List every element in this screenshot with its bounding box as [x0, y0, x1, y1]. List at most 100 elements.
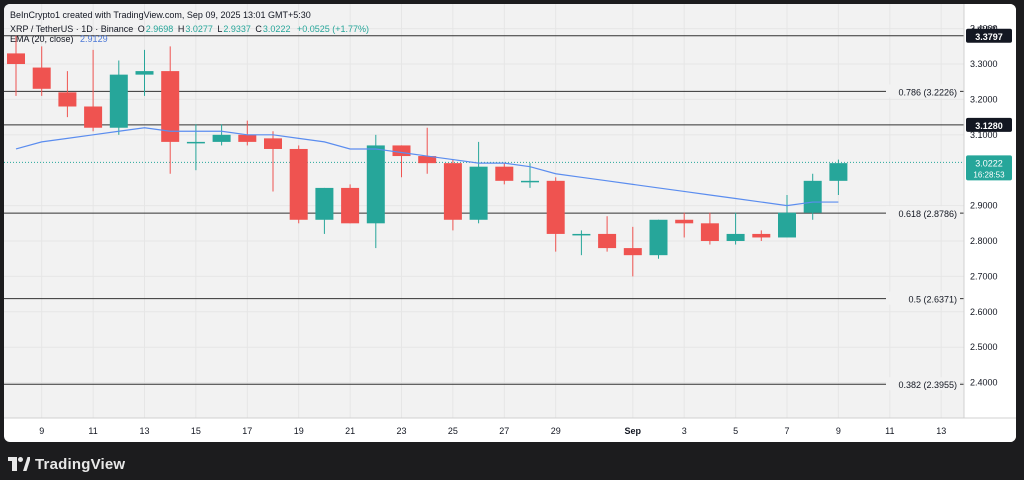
- watermark-text: BeInCrypto1 created with TradingView.com…: [10, 10, 311, 20]
- level-label-group: 0.618 (2.8786): [886, 206, 960, 220]
- candle: [289, 145, 308, 224]
- candle: [572, 230, 591, 256]
- level-price-tag: 3.3797: [966, 28, 1012, 43]
- candle-body: [315, 187, 334, 220]
- level-label-group: 0.5 (2.6371): [886, 291, 960, 305]
- price-tick-label: 2.8000: [970, 236, 998, 246]
- ema-label: EMA (20, close): [10, 34, 74, 44]
- candle: [418, 127, 437, 174]
- close-value: 3.0222: [262, 24, 291, 34]
- candle: [443, 159, 462, 231]
- symbol-label: XRP / TetherUS · 1D · Binance: [10, 24, 134, 34]
- change-value: +0.0525 (+1.77%): [296, 24, 370, 34]
- open-label: O: [137, 24, 145, 34]
- price-tick-label: 3.3000: [970, 59, 998, 69]
- candle: [778, 194, 796, 238]
- level-label-group: 0.786 (3.2226): [886, 84, 960, 98]
- candle-body: [418, 156, 437, 164]
- candle: [675, 212, 694, 238]
- candle: [469, 141, 488, 224]
- candle: [598, 216, 617, 252]
- level-label-bg: [886, 206, 960, 220]
- chart-card: 0.786 (3.2226) 0.618 (2.8786) 0.5 (2.6371)…: [4, 4, 1016, 442]
- candle-body: [212, 134, 231, 142]
- level-tag-bg: [966, 117, 1012, 132]
- ema-value: 2.9129: [80, 34, 108, 44]
- candle-body: [829, 163, 848, 181]
- candle: [84, 49, 103, 132]
- time-tick-label: 5: [733, 426, 738, 436]
- candle-body: [495, 166, 514, 181]
- price-tick-label: 2.6000: [970, 307, 998, 317]
- level-tag-label: 3.1280: [975, 121, 1003, 131]
- candle-body: [675, 219, 694, 224]
- candle-body: [392, 145, 411, 157]
- time-tick-label: 21: [345, 426, 355, 436]
- candlestick-chart[interactable]: 0.786 (3.2226) 0.618 (2.8786) 0.5 (2.6371)…: [4, 4, 1016, 442]
- candle-body: [7, 53, 25, 65]
- candle-body: [238, 134, 257, 142]
- level-label: 0.618 (2.8786): [898, 209, 957, 219]
- time-tick-label: 15: [191, 426, 201, 436]
- time-tick-label: 11: [885, 426, 894, 436]
- candle: [58, 71, 77, 118]
- time-tick-label: 13: [139, 426, 149, 436]
- candle-body: [752, 233, 771, 238]
- low-value: 2.9337: [223, 24, 251, 34]
- price-tag-value: 3.0222: [975, 158, 1003, 168]
- candle: [366, 134, 385, 249]
- candle-body: [366, 145, 385, 224]
- price-tag-countdown: 16:28:53: [973, 170, 1005, 179]
- open-value: 2.9698: [145, 24, 174, 34]
- close-label: C: [255, 24, 262, 34]
- time-tick-label: 13: [936, 426, 946, 436]
- level-tag-bg: [966, 28, 1012, 43]
- candle-body: [469, 166, 488, 220]
- watermark-line: BeInCrypto1 created with TradingView.com…: [10, 10, 311, 20]
- candle-body: [572, 233, 591, 236]
- candle: [315, 187, 334, 234]
- time-tick-label: 29: [551, 426, 561, 436]
- candle: [264, 131, 282, 192]
- time-tick-label: 9: [836, 426, 841, 436]
- price-tick-label: 3.1000: [970, 130, 998, 140]
- tradingview-logo-icon: [8, 457, 30, 471]
- candle-body: [32, 67, 51, 89]
- time-tick-label: 25: [448, 426, 458, 436]
- level-label-bg: [886, 84, 960, 98]
- time-tick-label: 23: [396, 426, 406, 436]
- price-axis: [964, 4, 1016, 442]
- time-tick-label: Sep: [625, 426, 642, 436]
- price-tick-label: 2.5000: [970, 342, 998, 352]
- candle-body: [135, 71, 154, 75]
- level-label-bg: [886, 377, 960, 391]
- price-tick-label: 2.9000: [970, 201, 998, 211]
- candle-body: [700, 223, 719, 242]
- time-tick-label: 3: [682, 426, 687, 436]
- candle: [109, 60, 128, 135]
- price-tick-label: 3.2000: [970, 94, 998, 104]
- level-label: 0.5 (2.6371): [908, 295, 957, 305]
- candle: [212, 124, 231, 146]
- candle: [7, 35, 25, 96]
- candle-body: [58, 92, 77, 107]
- candle-body: [803, 180, 822, 213]
- candle-body: [109, 74, 128, 128]
- candle: [726, 212, 745, 245]
- candle-body: [186, 141, 205, 144]
- candle: [135, 49, 154, 96]
- candle-body: [649, 219, 668, 256]
- ohlc-legend: XRP / TetherUS · 1D · Binance O2.9698 H3…: [10, 24, 369, 44]
- candle-body: [598, 233, 617, 249]
- time-tick-label: 7: [784, 426, 789, 436]
- candle: [392, 145, 411, 178]
- candle: [752, 230, 771, 242]
- candle: [161, 46, 180, 174]
- level-tag-label: 3.3797: [975, 32, 1003, 42]
- price-tick-label: 2.4000: [970, 378, 998, 388]
- candle-body: [443, 163, 462, 220]
- level-label-bg: [886, 291, 960, 305]
- high-value: 3.0277: [185, 24, 213, 34]
- tradingview-footer[interactable]: TradingView: [8, 452, 125, 476]
